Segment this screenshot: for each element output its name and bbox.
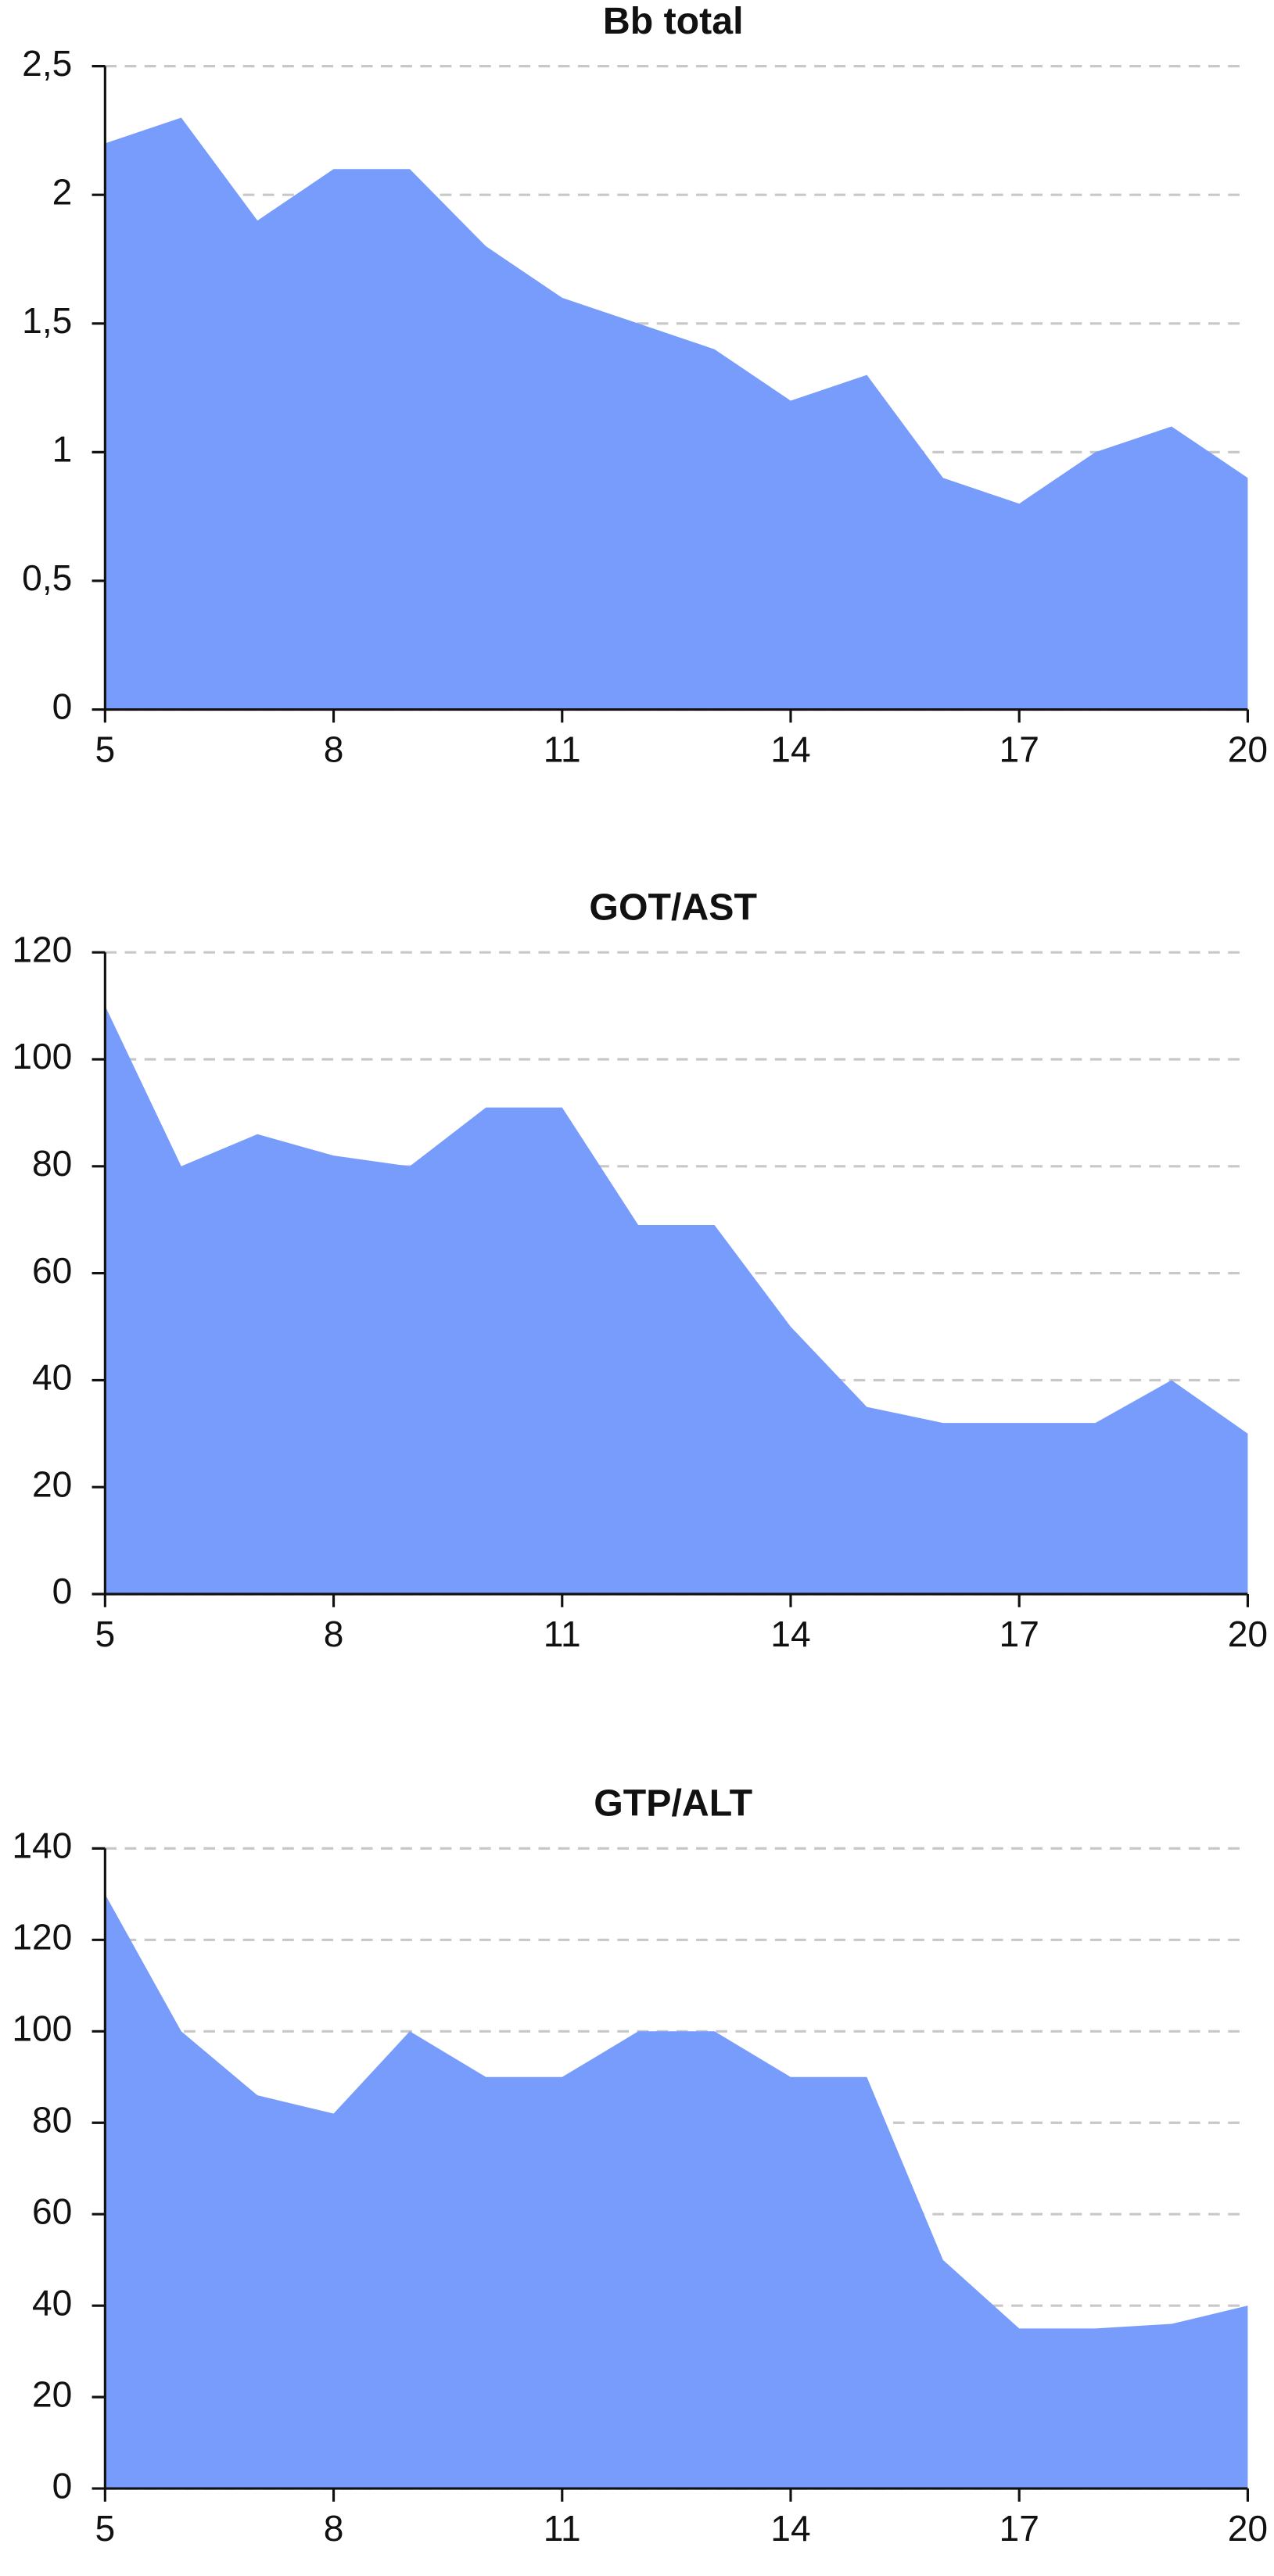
y-tick-label: 40	[32, 2282, 72, 2323]
x-tick-label: 14	[770, 2508, 810, 2549]
x-tick-label: 11	[544, 1614, 581, 1654]
y-tick-label: 120	[12, 929, 72, 969]
y-tick-label: 60	[32, 2191, 72, 2231]
x-tick-label: 11	[544, 2508, 581, 2549]
x-tick-label: 14	[770, 729, 810, 769]
x-tick-label: 20	[1228, 729, 1268, 769]
x-tick-label: 14	[770, 1614, 810, 1654]
x-tick-label: 20	[1228, 1614, 1268, 1654]
x-tick-label: 11	[544, 729, 581, 769]
chart-title: GOT/AST	[589, 886, 757, 928]
x-tick-label: 8	[324, 729, 344, 769]
x-tick-label: 5	[95, 1614, 116, 1654]
y-tick-label: 1	[52, 429, 73, 470]
y-tick-label: 60	[32, 1250, 72, 1291]
x-tick-label: 8	[324, 1614, 344, 1654]
area	[105, 1893, 1248, 2489]
y-tick-label: 80	[32, 1143, 72, 1184]
chart-title: Bb total	[603, 0, 744, 42]
y-tick-label: 100	[12, 1036, 72, 1077]
y-tick-label: 2	[52, 171, 73, 212]
x-tick-label: 17	[999, 729, 1039, 769]
y-tick-label: 140	[12, 1825, 72, 1866]
x-tick-label: 17	[999, 2508, 1039, 2549]
chart-title: GTP/ALT	[594, 1782, 752, 1825]
y-tick-label: 80	[32, 2099, 72, 2140]
y-tick-label: 1,5	[22, 300, 72, 341]
x-tick-label: 20	[1228, 2508, 1268, 2549]
x-tick-label: 17	[999, 1614, 1039, 1654]
x-tick-label: 5	[95, 2508, 116, 2549]
area	[105, 1005, 1248, 1595]
y-tick-label: 100	[12, 2008, 72, 2049]
x-tick-label: 8	[324, 2508, 344, 2549]
y-tick-label: 20	[32, 1464, 72, 1504]
y-tick-label: 0	[52, 686, 73, 727]
y-tick-label: 20	[32, 2374, 72, 2414]
y-tick-label: 0	[52, 2465, 73, 2506]
y-tick-label: 40	[32, 1357, 72, 1398]
y-tick-label: 2,5	[22, 43, 72, 84]
area	[105, 117, 1248, 710]
y-tick-label: 0	[52, 1571, 73, 1611]
x-tick-label: 5	[95, 729, 116, 769]
y-tick-label: 120	[12, 1917, 72, 1958]
y-tick-label: 0,5	[22, 557, 72, 598]
